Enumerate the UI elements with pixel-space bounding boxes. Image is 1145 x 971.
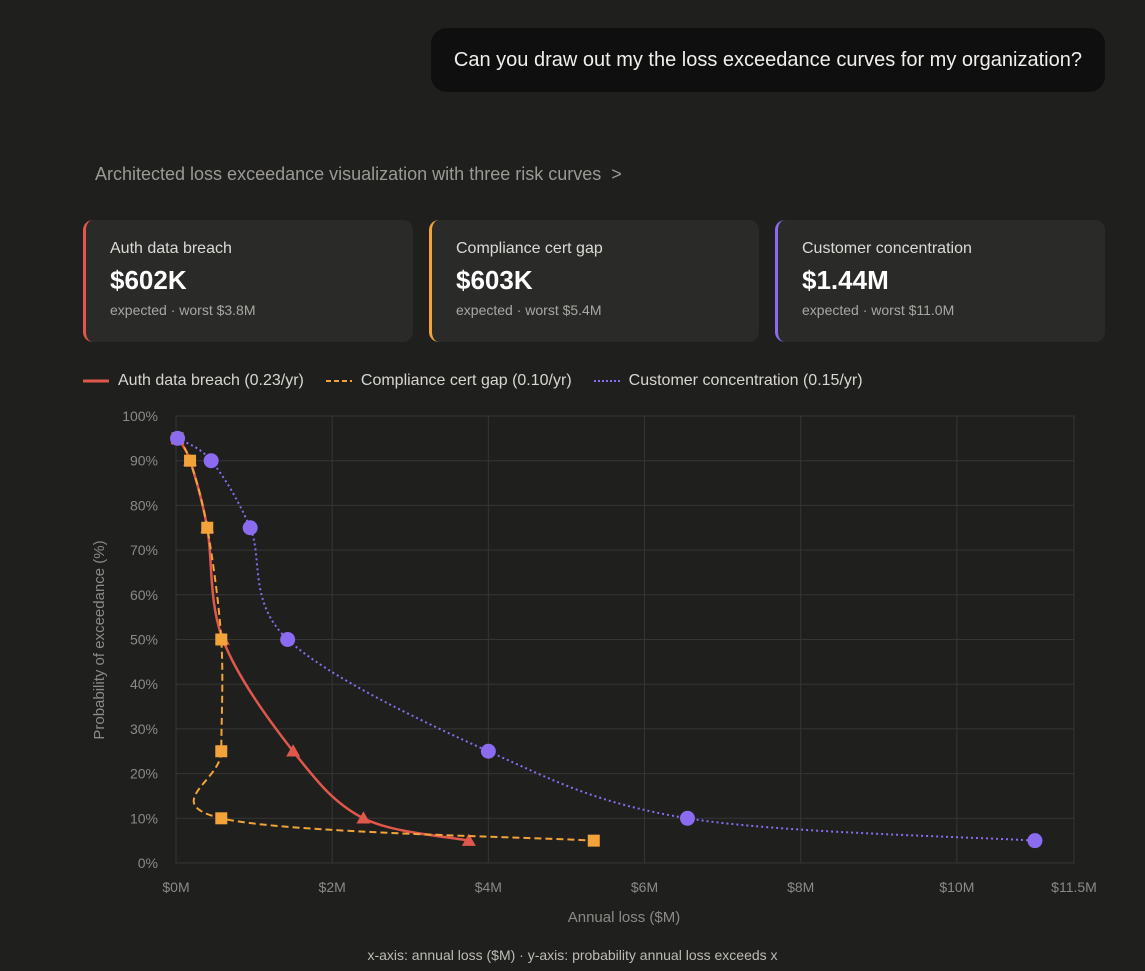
risk-card-value: $603K <box>456 265 533 295</box>
data-point-circle <box>170 430 186 446</box>
risk-card-title: Auth data breach <box>110 240 232 257</box>
risk-card-value: $1.44M <box>802 265 889 295</box>
x-tick-label: $10M <box>939 879 974 895</box>
user-message-text: Can you draw out my the loss exceedance … <box>453 48 1082 71</box>
x-axis-label: Annual loss ($M) <box>568 909 681 926</box>
y-tick-label: 10% <box>130 810 158 826</box>
y-tick-label: 100% <box>122 408 158 424</box>
risk-card-title: Compliance cert gap <box>456 240 603 257</box>
y-tick-label: 0% <box>138 855 158 871</box>
data-point-triangle <box>286 744 301 757</box>
risk-card-value: $602K <box>110 265 187 295</box>
chart-legend: Auth data breach (0.23/yr) Compliance ce… <box>83 372 863 390</box>
x-tick-label: $11.5M <box>1051 879 1097 895</box>
x-tick-label: $6M <box>631 879 658 895</box>
y-tick-label: 60% <box>130 587 158 603</box>
y-tick-label: 80% <box>130 497 158 513</box>
y-tick-label: 70% <box>130 542 158 558</box>
x-tick-label: $0M <box>162 879 189 895</box>
risk-card-title: Customer concentration <box>802 240 972 257</box>
y-tick-label: 20% <box>130 766 158 782</box>
chart-caption: x-axis: annual loss ($M) · y-axis: proba… <box>367 947 778 963</box>
legend-label: Compliance cert gap (0.10/yr) <box>360 372 572 389</box>
series-layer <box>170 430 1043 849</box>
loss-exceedance-chart: 0% 10% 20% 30% 40% 50% 60% 70% 80% 90% 100% $0M $2M $… <box>91 408 1097 926</box>
legend-line-dotted-icon <box>593 380 620 382</box>
x-tick-label: $8M <box>787 879 814 895</box>
thinking-summary-toggle[interactable]: Architected loss exceedance visualizatio… <box>95 164 622 185</box>
data-point-square <box>215 812 228 825</box>
data-point-circle <box>203 453 219 469</box>
data-point-circle <box>242 520 258 536</box>
y-tick-label: 40% <box>130 676 158 692</box>
y-tick-label: 90% <box>130 453 158 469</box>
legend-item-auth-data-breach[interactable]: Auth data breach (0.23/yr) <box>83 372 304 390</box>
legend-item-compliance-cert-gap[interactable]: Compliance cert gap (0.10/yr) <box>325 372 572 390</box>
data-point-square <box>215 633 228 646</box>
x-tick-label: $2M <box>319 879 346 895</box>
data-point-circle <box>280 632 296 647</box>
risk-card-customer-concentration: Customer concentration $1.44M expected ·… <box>775 220 1105 342</box>
y-axis-label: Probability of exceedance (%) <box>91 540 108 739</box>
risk-card-subtitle: expected · worst $11.0M <box>802 302 955 318</box>
legend-item-customer-concentration[interactable]: Customer concentration (0.15/yr) <box>593 372 863 390</box>
y-tick-label: 30% <box>130 721 158 737</box>
thinking-summary-text: Architected loss exceedance visualizatio… <box>95 164 602 184</box>
series-line <box>177 437 1036 842</box>
legend-line-solid-icon <box>83 379 109 383</box>
axis-layer: 0% 10% 20% 30% 40% 50% 60% 70% 80% 90% 100% $0M $2M $… <box>122 408 1097 895</box>
data-point-square <box>201 521 214 534</box>
legend-line-dashed-icon <box>325 380 352 382</box>
risk-summary-cards: Auth data breach $602K expected · worst … <box>83 220 1105 342</box>
risk-card-subtitle: expected · worst $3.8M <box>110 302 256 318</box>
risk-card-compliance-cert-gap: Compliance cert gap $603K expected · wor… <box>429 220 759 342</box>
data-point-square <box>184 454 197 467</box>
y-tick-label: 50% <box>130 632 158 648</box>
legend-label: Auth data breach (0.23/yr) <box>118 372 304 389</box>
data-point-triangle <box>461 833 476 846</box>
user-message-bubble: Can you draw out my the loss exceedance … <box>430 28 1105 92</box>
data-point-square <box>215 745 228 758</box>
grid-layer <box>175 415 1075 864</box>
chevron-right-icon: > <box>611 164 622 184</box>
risk-card-auth-data-breach: Auth data breach $602K expected · worst … <box>83 220 413 342</box>
data-point-square <box>587 834 600 847</box>
legend-label: Customer concentration (0.15/yr) <box>628 372 863 389</box>
risk-card-subtitle: expected · worst $5.4M <box>456 302 602 318</box>
data-point-circle <box>480 743 496 759</box>
series-line <box>176 437 594 842</box>
data-point-circle <box>679 810 695 826</box>
data-point-triangle <box>356 811 371 824</box>
x-tick-label: $4M <box>475 879 502 895</box>
data-point-circle <box>1027 833 1043 849</box>
